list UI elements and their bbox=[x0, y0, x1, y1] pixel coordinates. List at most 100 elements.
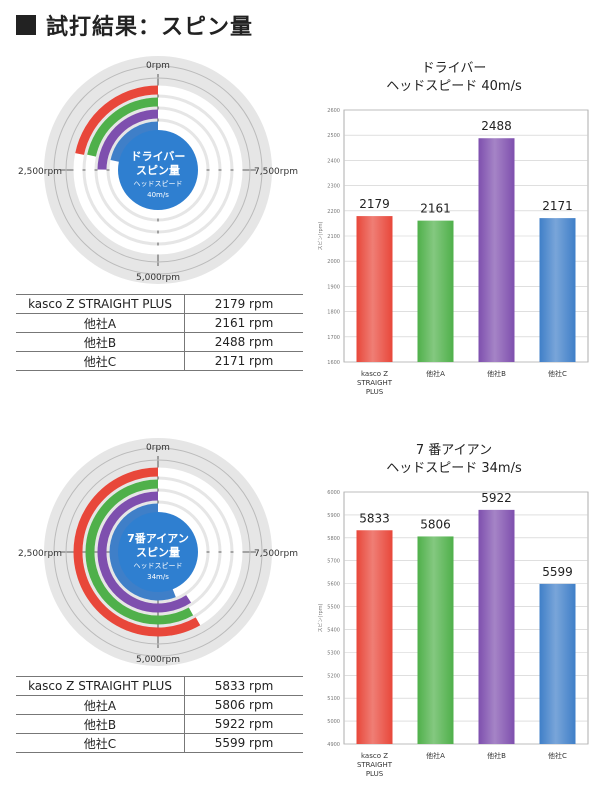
row-value: 2171 rpm bbox=[184, 351, 303, 371]
bar-b bbox=[478, 138, 515, 362]
chart-title-line-1: 7 番アイアン bbox=[415, 443, 493, 458]
spin-arc-kasco bbox=[73, 467, 201, 637]
label-7500rpm: 7,500rpm bbox=[254, 167, 298, 177]
row-value: 5806 rpm bbox=[184, 695, 303, 715]
row-name: 他社B bbox=[16, 332, 185, 352]
y-tick-label: 5500 bbox=[327, 605, 340, 611]
category-label: 他社C bbox=[548, 751, 567, 760]
y-axis-label: スピン(rpm) bbox=[318, 221, 324, 250]
table-row: 他社A 5806 rpm bbox=[16, 695, 303, 715]
y-tick-label: 2000 bbox=[327, 259, 340, 265]
chart-title-line-2: ヘッドスピード 34m/s bbox=[386, 461, 522, 476]
spin-table-iron: kasco Z STRAIGHT PLUS 5833 rpm 他社A 5806 rp… bbox=[16, 676, 303, 753]
center-line-2: スピン量 bbox=[136, 164, 180, 177]
category-label: kasco Z bbox=[361, 752, 388, 760]
y-tick-label: 5000 bbox=[327, 719, 340, 725]
spin-arc-a bbox=[87, 97, 159, 157]
y-tick-label: 2400 bbox=[327, 158, 340, 164]
dial-center-circle bbox=[118, 512, 198, 592]
spin-arc-c bbox=[110, 121, 159, 163]
spin-arc-c bbox=[109, 503, 176, 601]
y-tick-label: 4900 bbox=[327, 742, 340, 748]
spin-arc-a bbox=[85, 479, 194, 625]
table-row: 他社B 5922 rpm bbox=[16, 714, 303, 734]
row-name: 他社A bbox=[16, 313, 185, 333]
y-tick-label: 5300 bbox=[327, 650, 340, 656]
category-label: kasco Z bbox=[361, 370, 388, 378]
driver-section: ドライバー スピン量 ヘッドスピード 40m/s 0rpm 2,500rpm 7… bbox=[0, 48, 603, 428]
bar-a bbox=[417, 220, 454, 362]
page-title: 試打結果：スピン量 bbox=[16, 8, 253, 42]
y-tick-label: 6000 bbox=[327, 490, 340, 496]
spin-arc-kasco bbox=[75, 85, 159, 155]
row-name: kasco Z STRAIGHT PLUS bbox=[16, 294, 185, 314]
row-name: 他社A bbox=[16, 695, 185, 715]
row-value: 5599 rpm bbox=[184, 733, 303, 753]
category-label: STRAIGHT bbox=[357, 761, 393, 769]
spin-arc-b bbox=[97, 109, 159, 170]
y-tick-label: 5800 bbox=[327, 536, 340, 542]
chart-title-iron: 7 番アイアン ヘッドスピード 34m/s bbox=[318, 442, 590, 478]
center-line-3: ヘッドスピード bbox=[134, 180, 183, 188]
bar-value-label: 2179 bbox=[359, 197, 390, 211]
y-tick-label: 5700 bbox=[327, 559, 340, 565]
bar-c bbox=[539, 218, 576, 362]
bar-value-label: 2171 bbox=[542, 199, 573, 213]
bar-value-label: 2488 bbox=[481, 119, 512, 133]
category-label: PLUS bbox=[366, 388, 384, 396]
title-square-icon bbox=[16, 15, 36, 35]
y-tick-label: 2600 bbox=[327, 108, 340, 114]
table-row: 他社B 2488 rpm bbox=[16, 332, 303, 352]
bar-c bbox=[539, 583, 576, 744]
y-tick-label: 1600 bbox=[327, 360, 340, 366]
bar-kasco bbox=[356, 530, 393, 744]
spin-arc-b bbox=[97, 491, 192, 613]
y-tick-label: 1900 bbox=[327, 284, 340, 290]
y-tick-label: 1700 bbox=[327, 335, 340, 341]
category-label: 他社C bbox=[548, 369, 567, 378]
spin-arcs bbox=[53, 65, 263, 275]
row-value: 5833 rpm bbox=[184, 676, 303, 696]
y-tick-label: 2200 bbox=[327, 209, 340, 215]
table-row: 他社C 5599 rpm bbox=[16, 733, 303, 753]
dial-guide-ring bbox=[53, 65, 263, 275]
y-tick-label: 5100 bbox=[327, 696, 340, 702]
label-0rpm: 0rpm bbox=[146, 443, 170, 453]
center-line-4: 40m/s bbox=[147, 191, 169, 199]
dial-guide-ring bbox=[65, 459, 251, 645]
bar-a bbox=[417, 536, 454, 744]
category-label: 他社B bbox=[487, 751, 506, 760]
y-axis-label: スピン(rpm) bbox=[318, 603, 324, 632]
dial-center-circle bbox=[118, 130, 198, 210]
row-value: 2161 rpm bbox=[184, 313, 303, 333]
y-tick-label: 2100 bbox=[327, 234, 340, 240]
row-value: 2179 rpm bbox=[184, 294, 303, 314]
category-label: PLUS bbox=[366, 770, 384, 778]
category-label: STRAIGHT bbox=[357, 379, 393, 387]
dial-guide-ring bbox=[53, 447, 263, 657]
center-line-4: 34m/s bbox=[147, 573, 169, 581]
table-row: 他社C 2171 rpm bbox=[16, 351, 303, 371]
chart-title-driver: ドライバー ヘッドスピード 40m/s bbox=[318, 60, 590, 96]
bar-value-label: 5806 bbox=[420, 517, 451, 531]
table-row: kasco Z STRAIGHT PLUS 2179 rpm bbox=[16, 294, 303, 314]
radial-dial-iron: 7番アイアン スピン量 ヘッドスピード 34m/s 0rpm 2,500rpm … bbox=[18, 438, 298, 666]
y-tick-label: 5600 bbox=[327, 582, 340, 588]
iron-section: 7番アイアン スピン量 ヘッドスピード 34m/s 0rpm 2,500rpm … bbox=[0, 430, 603, 810]
bar-chart-iron: 4900 5000 5100 5200 5300 5400 5500 5600 5700 5800… bbox=[318, 490, 589, 778]
y-tick-label: 1800 bbox=[327, 310, 340, 316]
row-name: 他社C bbox=[16, 733, 185, 753]
category-label: 他社A bbox=[426, 369, 445, 378]
y-tick-label: 2300 bbox=[327, 184, 340, 190]
bar-value-label: 5599 bbox=[542, 565, 573, 579]
bar-value-label: 5833 bbox=[359, 511, 390, 525]
spin-arcs bbox=[53, 447, 263, 657]
label-2500rpm: 2,500rpm bbox=[18, 549, 62, 559]
category-label: 他社A bbox=[426, 751, 445, 760]
table-row: kasco Z STRAIGHT PLUS 5833 rpm bbox=[16, 676, 303, 696]
label-7500rpm: 7,500rpm bbox=[254, 549, 298, 559]
center-line-1: 7番アイアン bbox=[127, 531, 189, 545]
label-5000rpm: 5,000rpm bbox=[136, 273, 180, 283]
row-name: kasco Z STRAIGHT PLUS bbox=[16, 676, 185, 696]
y-tick-label: 2500 bbox=[327, 133, 340, 139]
